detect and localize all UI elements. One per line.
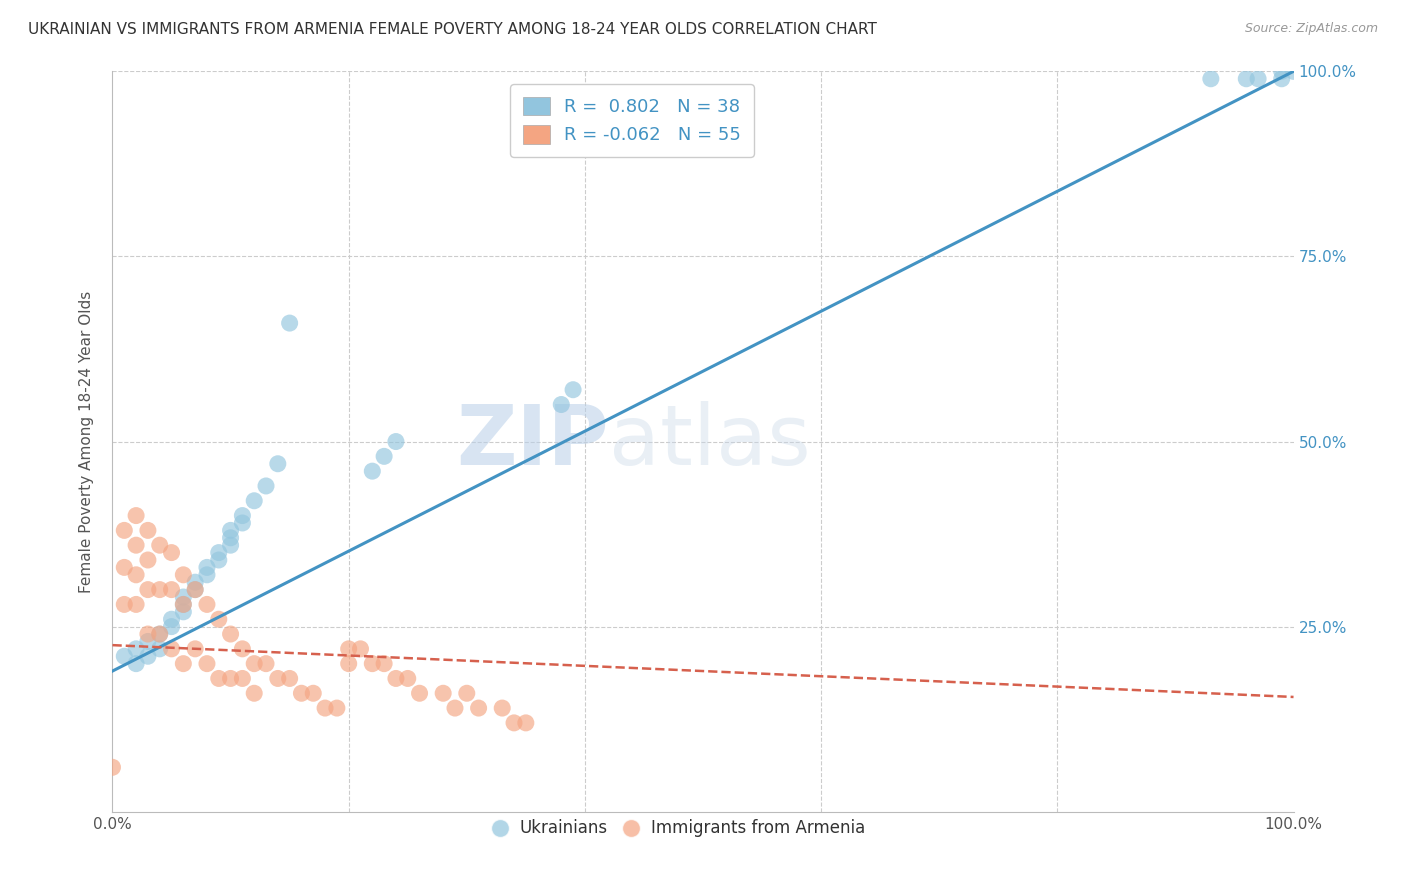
Point xyxy=(314,701,336,715)
Point xyxy=(1234,71,1257,86)
Point xyxy=(172,567,194,582)
Text: UKRAINIAN VS IMMIGRANTS FROM ARMENIA FEMALE POVERTY AMONG 18-24 YEAR OLDS CORREL: UKRAINIAN VS IMMIGRANTS FROM ARMENIA FEM… xyxy=(28,22,877,37)
Point xyxy=(136,627,159,641)
Point xyxy=(337,657,360,671)
Point xyxy=(326,701,349,715)
Point xyxy=(550,398,572,412)
Point xyxy=(208,546,231,560)
Point xyxy=(112,598,135,612)
Point xyxy=(125,508,148,523)
Point xyxy=(1271,64,1294,78)
Point xyxy=(254,479,277,493)
Point xyxy=(125,567,148,582)
Point xyxy=(373,657,395,671)
Point xyxy=(219,531,242,545)
Point xyxy=(149,641,172,656)
Point xyxy=(1199,71,1222,86)
Point xyxy=(254,657,277,671)
Text: atlas: atlas xyxy=(609,401,810,482)
Point xyxy=(361,464,384,478)
Point xyxy=(243,686,266,700)
Point xyxy=(243,657,266,671)
Point xyxy=(195,567,218,582)
Point xyxy=(195,657,218,671)
Point xyxy=(219,538,242,552)
Point xyxy=(112,649,135,664)
Point xyxy=(396,672,419,686)
Point xyxy=(208,553,231,567)
Point xyxy=(160,619,183,633)
Point xyxy=(219,672,242,686)
Point xyxy=(444,701,467,715)
Point xyxy=(231,508,253,523)
Point xyxy=(125,598,148,612)
Point xyxy=(195,598,218,612)
Point xyxy=(125,538,148,552)
Point xyxy=(432,686,454,700)
Point xyxy=(160,546,183,560)
Point xyxy=(231,516,253,530)
Point xyxy=(267,457,290,471)
Point xyxy=(208,672,231,686)
Point xyxy=(267,672,290,686)
Point xyxy=(172,590,194,604)
Point xyxy=(172,598,194,612)
Point xyxy=(125,657,148,671)
Point xyxy=(136,634,159,648)
Point xyxy=(231,641,253,656)
Point xyxy=(491,701,513,715)
Point xyxy=(408,686,430,700)
Point xyxy=(160,582,183,597)
Point xyxy=(172,598,194,612)
Point xyxy=(503,715,526,730)
Point xyxy=(112,560,135,574)
Point xyxy=(136,553,159,567)
Point xyxy=(562,383,585,397)
Point xyxy=(467,701,489,715)
Legend: Ukrainians, Immigrants from Armenia: Ukrainians, Immigrants from Armenia xyxy=(486,813,872,844)
Point xyxy=(1282,64,1305,78)
Point xyxy=(136,649,159,664)
Point xyxy=(195,560,218,574)
Point xyxy=(172,657,194,671)
Point xyxy=(1247,71,1270,86)
Point xyxy=(278,672,301,686)
Text: Source: ZipAtlas.com: Source: ZipAtlas.com xyxy=(1244,22,1378,36)
Point xyxy=(302,686,325,700)
Text: ZIP: ZIP xyxy=(456,401,609,482)
Point xyxy=(101,760,124,774)
Point xyxy=(184,641,207,656)
Point xyxy=(278,316,301,330)
Point xyxy=(219,627,242,641)
Point xyxy=(208,612,231,626)
Point xyxy=(385,434,408,449)
Point xyxy=(290,686,312,700)
Point xyxy=(149,627,172,641)
Point xyxy=(385,672,408,686)
Point xyxy=(349,641,371,656)
Point xyxy=(243,493,266,508)
Point xyxy=(136,582,159,597)
Point xyxy=(172,605,194,619)
Point xyxy=(231,672,253,686)
Point xyxy=(125,641,148,656)
Point xyxy=(112,524,135,538)
Point xyxy=(160,612,183,626)
Point xyxy=(149,582,172,597)
Point xyxy=(515,715,537,730)
Point xyxy=(219,524,242,538)
Point xyxy=(456,686,478,700)
Point xyxy=(136,524,159,538)
Point xyxy=(160,641,183,656)
Point xyxy=(373,450,395,464)
Y-axis label: Female Poverty Among 18-24 Year Olds: Female Poverty Among 18-24 Year Olds xyxy=(79,291,94,592)
Point xyxy=(361,657,384,671)
Point xyxy=(184,575,207,590)
Point xyxy=(149,627,172,641)
Point xyxy=(184,582,207,597)
Point xyxy=(149,538,172,552)
Point xyxy=(337,641,360,656)
Point xyxy=(184,582,207,597)
Point xyxy=(1271,71,1294,86)
